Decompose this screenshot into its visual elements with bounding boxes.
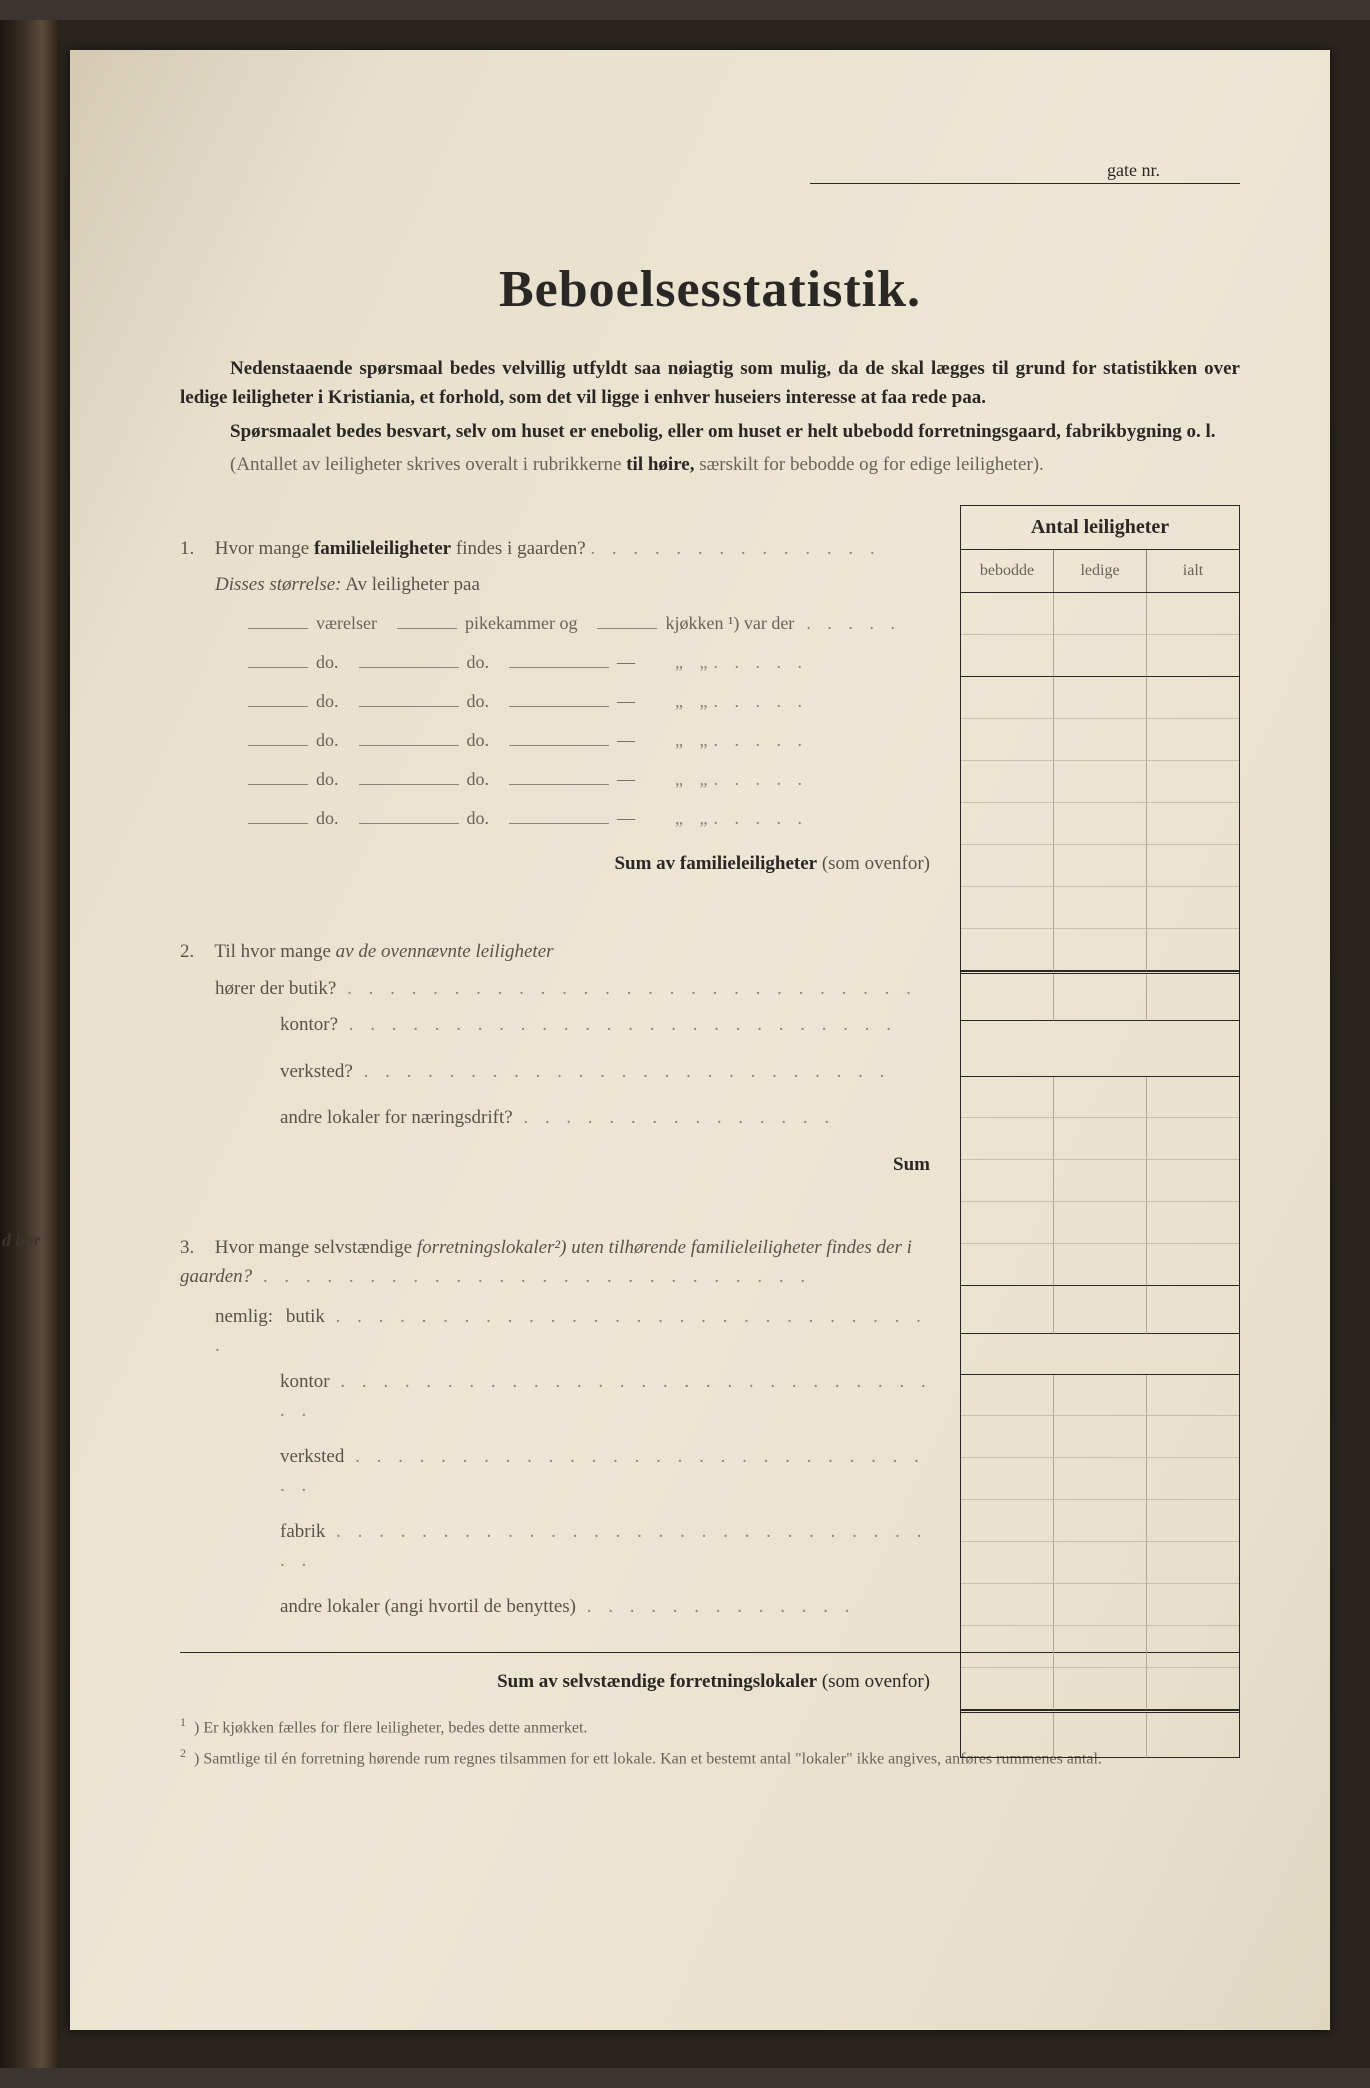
intro-paragraph-1: Nedenstaaende spørsmaal bedes velvillig …	[180, 354, 1240, 413]
q3-fabrik: fabrik	[280, 1521, 325, 1542]
q2-sub-items: kontor? . . . . . . . . . . . . . . . . …	[280, 1011, 940, 1133]
q1-sum: Sum av familieleiligheter (som ovenfor)	[180, 850, 940, 879]
table-subheader: bebodde ledige ialt	[960, 549, 1240, 593]
q3-a: Hvor mange selvstændige	[215, 1237, 417, 1258]
left-margin-fragment: d bor	[2, 1230, 41, 1251]
q3-sum-b: (som ovenfor)	[817, 1671, 930, 1692]
size-row-3: do. do. — „ „ . . . . .	[240, 688, 940, 715]
parenth-c: særskilt for bebodde og for edige leilig…	[694, 454, 1043, 475]
q3-sum-a: Sum av selvstændige forretningslokaler	[497, 1671, 817, 1692]
col-ledige: ledige	[1054, 550, 1147, 592]
q3-sub-items: kontor . . . . . . . . . . . . . . . . .…	[280, 1368, 940, 1622]
q2-verksted: verksted?	[280, 1061, 353, 1082]
label-kjokken: kjøkken ¹) var der	[665, 610, 794, 637]
size-row-4: do. do. — „ „ . . . . .	[240, 727, 940, 754]
q3-kontor: kontor	[280, 1371, 330, 1392]
q3-b: forretningslokaler²)	[417, 1237, 567, 1258]
q3-butik: butik	[286, 1306, 325, 1327]
size-row-6: do. do. — „ „ . . . . .	[240, 805, 940, 832]
count-table: Antal leiligheter bebodde ledige ialt	[960, 505, 1240, 1758]
intro-parenthetical: (Antallet av leiligheter skrives overalt…	[180, 450, 1240, 479]
q2-andre: andre lokaler for næringsdrift?	[280, 1107, 513, 1128]
q3-sum: Sum av selvstændige forretningslokaler (…	[180, 1671, 940, 1693]
book-spine	[0, 20, 60, 2068]
question-2: 2. Til hvor mange av de ovennævnte leili…	[180, 938, 940, 1179]
size-row-5: do. do. — „ „ . . . . .	[240, 766, 940, 793]
parenth-a: (Antallet av leiligheter skrives overalt…	[230, 454, 626, 475]
size-rows: værelser pikekammer og kjøkken ¹) var de…	[240, 610, 940, 832]
parenth-b: til høire,	[626, 454, 694, 475]
questions-column: 1. Hvor mange familieleiligheter findes …	[180, 535, 940, 1622]
q2-butik: hører der butik?	[215, 978, 336, 999]
table-header: Antal leiligheter	[960, 505, 1240, 549]
q2-sum-label: Sum	[893, 1154, 930, 1175]
q1-c: findes i gaarden?	[451, 538, 586, 559]
dots: . . . . . . . . . . . . . .	[590, 538, 880, 559]
q3-andre: andre lokaler (angi hvortil de benyttes)	[280, 1596, 576, 1617]
q3-number: 3.	[180, 1234, 210, 1263]
q3-verksted: verksted	[280, 1446, 344, 1467]
q1-sum-b: (som ovenfor)	[817, 853, 930, 874]
q2-sum: Sum	[180, 1151, 940, 1180]
size-row-2: do. do. — „ „ . . . . .	[240, 649, 940, 676]
gate-nr-field: gate nr.	[810, 160, 1240, 184]
page-title: Beboelsesstatistik.	[180, 260, 1240, 319]
q1-a: Hvor mange	[215, 538, 314, 559]
size-row-1: værelser pikekammer og kjøkken ¹) var de…	[240, 610, 940, 637]
q1-disses-b: Av leiligheter paa	[345, 574, 480, 595]
label-pikekammer: pikekammer og	[465, 610, 577, 637]
q1-b: familieleiligheter	[314, 538, 451, 559]
q2-a: Til hvor mange	[214, 941, 335, 962]
q2-b: av de ovennævnte leiligheter	[336, 941, 554, 962]
form-body: Antal leiligheter bebodde ledige ialt	[180, 535, 1240, 1772]
q1-disses: Disses størrelse:	[215, 574, 342, 595]
intro-text-2: Spørsmaalet bedes besvart, selv om huset…	[230, 421, 1216, 442]
gate-nr-label: gate nr.	[1107, 160, 1160, 180]
intro-paragraph-2: Spørsmaalet bedes besvart, selv om huset…	[180, 417, 1240, 446]
col-bebodde: bebodde	[961, 550, 1054, 592]
scan-background: d bor gate nr. Beboelsesstatistik. Neden…	[0, 20, 1370, 2068]
col-ialt: ialt	[1147, 550, 1239, 592]
question-1: 1. Hvor mange familieleiligheter findes …	[180, 535, 940, 879]
q1-sum-a: Sum av familieleiligheter	[614, 853, 817, 874]
q2-number: 2.	[180, 938, 210, 967]
document-page: gate nr. Beboelsesstatistik. Nedenstaaen…	[70, 50, 1330, 2030]
label-vaerelser: værelser	[316, 610, 377, 637]
q2-kontor: kontor?	[280, 1014, 338, 1035]
q3-nemlig: nemlig:	[215, 1306, 273, 1327]
q1-number: 1.	[180, 535, 210, 564]
table-body	[960, 593, 1240, 1758]
intro-text-1: Nedenstaaende spørsmaal bedes velvillig …	[180, 358, 1240, 408]
question-3: 3. Hvor mange selvstændige forretningslo…	[180, 1234, 940, 1622]
